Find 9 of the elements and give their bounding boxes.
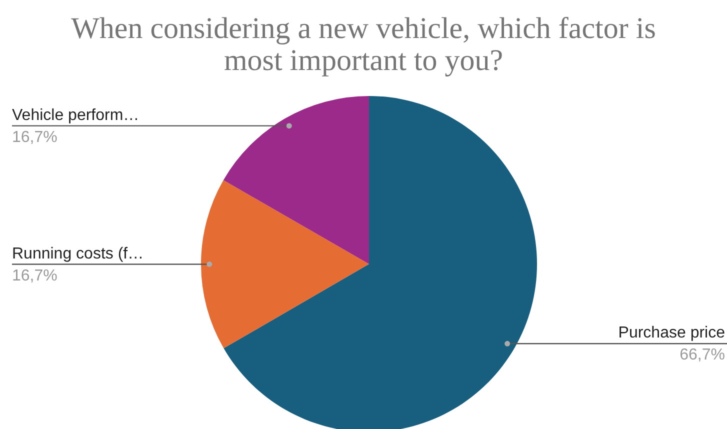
slice-label: Vehicle perform…	[12, 106, 140, 124]
pie-slice	[223, 96, 369, 264]
slice-label: Running costs (f…	[12, 245, 144, 262]
pie-slice	[201, 180, 369, 348]
data-label: 16,7%	[12, 128, 58, 146]
chart-title: When considering a new vehicle, which factor is most important to you?	[71, 12, 656, 77]
data-label: 16,7%	[12, 267, 58, 284]
data-label: 66,7%	[680, 346, 725, 364]
slice-label: Purchase price	[618, 324, 726, 342]
